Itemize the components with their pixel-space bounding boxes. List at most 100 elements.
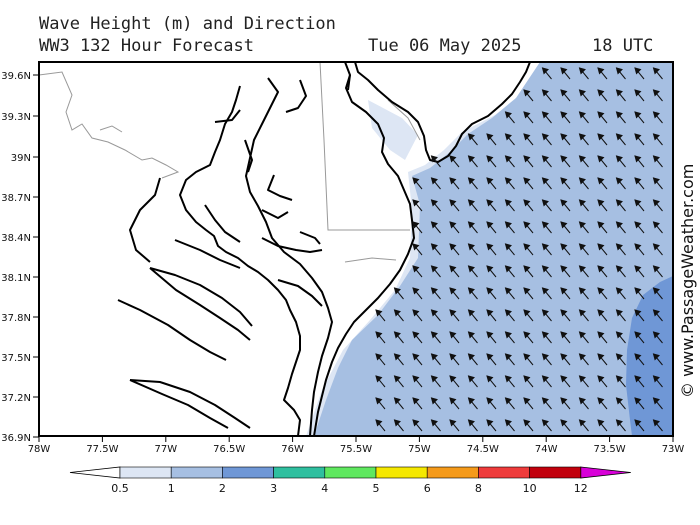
wave-arrow xyxy=(597,155,608,168)
lon-label: 74W xyxy=(535,444,558,455)
wave-arrow xyxy=(467,243,478,256)
wave-arrow xyxy=(560,309,571,322)
wave-arrow xyxy=(560,419,571,432)
wave-arrow xyxy=(634,309,645,322)
wave-arrow xyxy=(597,89,608,102)
wave-arrow xyxy=(486,353,497,366)
wave-arrow xyxy=(597,309,608,322)
lat-label: 36.9N xyxy=(1,433,31,444)
wave-arrow xyxy=(560,177,571,190)
wave-arrow xyxy=(541,155,552,168)
wave-arrow xyxy=(486,199,497,212)
wave-arrow xyxy=(449,265,460,278)
lon-label: 74.5W xyxy=(467,444,499,455)
wave-arrow xyxy=(486,155,497,168)
legend-low-cap xyxy=(69,466,121,479)
wave-arrow xyxy=(486,309,497,322)
wave-arrow xyxy=(634,353,645,366)
wave-arrow xyxy=(578,397,589,410)
wave-arrow xyxy=(449,353,460,366)
wave-arrow xyxy=(467,177,478,190)
wave-arrow xyxy=(449,199,460,212)
wave-arrow xyxy=(560,155,571,168)
wave-arrow xyxy=(615,265,626,278)
wave-arrow xyxy=(597,243,608,256)
legend-swatch xyxy=(529,466,582,479)
wave-arrow xyxy=(449,375,460,388)
wave-arrow xyxy=(634,111,645,124)
wave-arrow xyxy=(504,331,515,344)
wave-arrow xyxy=(634,375,645,388)
wave-arrow xyxy=(504,287,515,300)
wave-arrow xyxy=(560,287,571,300)
wave-arrow xyxy=(412,331,423,344)
wave-arrow xyxy=(652,243,663,256)
wave-arrow xyxy=(375,331,386,344)
wave-arrow xyxy=(634,177,645,190)
wave-arrow xyxy=(541,111,552,124)
wave-arrow xyxy=(504,353,515,366)
wave-arrow xyxy=(504,397,515,410)
wave-arrow xyxy=(615,111,626,124)
wave-arrow xyxy=(578,265,589,278)
wave-arrow xyxy=(634,133,645,146)
wave-arrow xyxy=(393,419,404,432)
wave-arrow xyxy=(560,199,571,212)
wave-height-legend: 0.5 1 2 3 4 5 6 8 10 12 xyxy=(69,466,631,495)
wave-arrow xyxy=(597,221,608,234)
wave-arrow xyxy=(393,353,404,366)
wave-arrow xyxy=(652,221,663,234)
wave-arrow xyxy=(375,397,386,410)
wave-arrow xyxy=(430,265,441,278)
wave-arrow xyxy=(504,133,515,146)
latitude-axis: 39.6N 39.3N 39N 38.7N 38.4N 38.1N 37.8N 37.5N 37… xyxy=(1,71,39,444)
lon-label: 73.5W xyxy=(594,444,626,455)
wave-arrow xyxy=(449,309,460,322)
wave-zone-light-upper xyxy=(368,100,418,160)
wave-arrow xyxy=(486,221,497,234)
wave-arrow xyxy=(449,331,460,344)
wave-arrow xyxy=(615,375,626,388)
wave-arrow xyxy=(652,419,663,432)
wave-arrow xyxy=(486,397,497,410)
longitude-axis: 78W 77.5W 77W 76.5W 76W 75.5W 75W 74.5W 74W 73.5W… xyxy=(28,436,684,455)
wave-arrow xyxy=(578,287,589,300)
wave-arrow xyxy=(560,111,571,124)
lat-label: 39N xyxy=(11,153,31,164)
wave-arrow xyxy=(412,397,423,410)
wave-arrow xyxy=(412,419,423,432)
wave-arrow xyxy=(541,353,552,366)
wave-arrow xyxy=(597,375,608,388)
wave-arrow xyxy=(560,331,571,344)
wave-arrow xyxy=(412,199,423,212)
wave-arrow xyxy=(430,221,441,234)
wave-arrow xyxy=(467,287,478,300)
lon-label: 76.5W xyxy=(213,444,245,455)
wave-arrow xyxy=(430,155,441,168)
wave-arrow xyxy=(615,331,626,344)
wave-arrow xyxy=(430,419,441,432)
wave-arrow xyxy=(523,353,534,366)
wave-arrow xyxy=(467,199,478,212)
wave-arrow xyxy=(412,243,423,256)
wave-direction-arrows xyxy=(375,67,663,432)
wave-arrow xyxy=(467,397,478,410)
wave-arrow xyxy=(597,353,608,366)
legend-label: 12 xyxy=(574,482,588,495)
wave-arrow xyxy=(467,375,478,388)
wave-arrow xyxy=(578,309,589,322)
wave-arrow xyxy=(430,353,441,366)
wave-arrow xyxy=(486,177,497,190)
legend-label: 6 xyxy=(424,482,431,495)
wave-arrow xyxy=(541,309,552,322)
wave-arrow xyxy=(467,265,478,278)
lon-label: 75W xyxy=(408,444,431,455)
wave-arrow xyxy=(430,199,441,212)
wave-arrow xyxy=(523,111,534,124)
wave-arrow xyxy=(375,309,386,322)
wave-arrow xyxy=(449,243,460,256)
wave-arrow xyxy=(615,309,626,322)
wave-arrow xyxy=(486,243,497,256)
wave-zone-dark xyxy=(626,276,673,436)
wave-arrow xyxy=(615,67,626,80)
